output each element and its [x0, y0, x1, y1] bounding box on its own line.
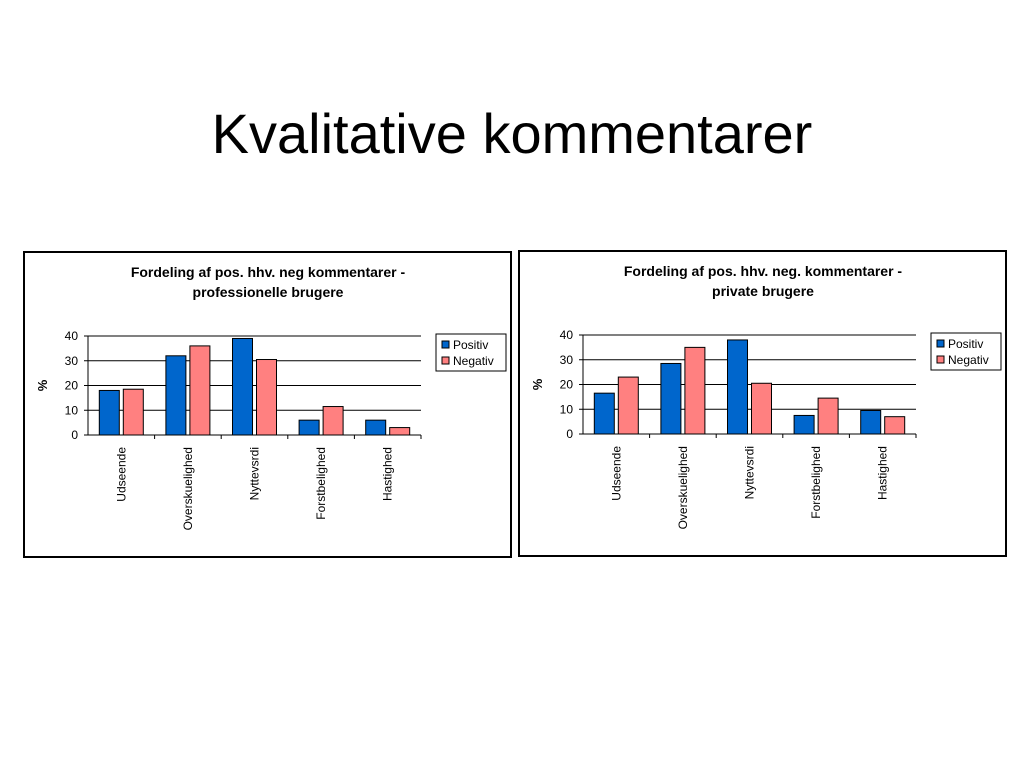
bar-negativ-3: [817, 397, 839, 435]
bar-positiv-2: [727, 339, 748, 435]
bar-positiv-1: [660, 362, 682, 435]
legend-label-negativ: Negativ: [453, 354, 494, 368]
y-tick-label: 0: [71, 428, 78, 442]
bar-positiv-0: [98, 389, 120, 436]
chart-title-line: Fordeling af pos. hhv. neg kommentarer -: [131, 264, 406, 280]
legend-box: [930, 332, 1002, 371]
bar-negativ-1: [684, 346, 706, 435]
legend-box: [435, 333, 507, 372]
legend-label-positiv: Positiv: [453, 338, 488, 352]
y-tick-label: 30: [560, 353, 574, 367]
bar-positiv-4: [860, 409, 882, 435]
bar-positiv-1: [165, 355, 187, 436]
chart-title-line: professionelle brugere: [193, 284, 344, 300]
x-tick-label: Nyttevsrdi: [248, 447, 262, 500]
bar-negativ-3: [322, 406, 344, 436]
x-tick-label: Udseende: [114, 447, 128, 502]
chart-professional-users: Fordeling af pos. hhv. neg kommentarer -…: [23, 251, 512, 558]
bar-positiv-3: [793, 414, 815, 435]
legend-swatch-positiv: [441, 340, 450, 349]
chart-private-users: Fordeling af pos. hhv. neg. kommentarer …: [518, 250, 1007, 557]
chart-title-line: Fordeling af pos. hhv. neg. kommentarer …: [624, 263, 903, 279]
bar-positiv-2: [232, 337, 253, 436]
legend-label-positiv: Positiv: [948, 337, 983, 351]
chart-professional-users-svg: Fordeling af pos. hhv. neg kommentarer -…: [35, 264, 507, 530]
y-tick-label: 20: [65, 379, 79, 393]
y-tick-label: 0: [566, 427, 573, 441]
x-tick-label: Overskuelighed: [181, 447, 195, 530]
y-tick-label: 30: [65, 354, 79, 368]
y-axis-label: %: [35, 379, 50, 391]
bar-negativ-2: [256, 359, 277, 436]
bar-positiv-3: [298, 419, 320, 436]
x-tick-label: Forstbelighed: [314, 447, 328, 520]
bar-negativ-0: [122, 388, 144, 436]
bar-negativ-2: [751, 382, 772, 435]
x-tick-label: Overskuelighed: [676, 446, 690, 529]
x-tick-label: Nyttevsrdi: [743, 446, 757, 499]
y-tick-label: 10: [560, 402, 574, 416]
x-tick-label: Hastighed: [381, 447, 395, 501]
x-tick-label: Forstbelighed: [809, 446, 823, 519]
bar-negativ-1: [189, 345, 211, 436]
bar-negativ-0: [617, 376, 639, 435]
bar-positiv-0: [593, 392, 615, 435]
legend-swatch-negativ: [936, 355, 945, 364]
chart-title-line: private brugere: [712, 283, 814, 299]
y-tick-label: 10: [65, 403, 79, 417]
legend-swatch-positiv: [936, 339, 945, 348]
legend-label-negativ: Negativ: [948, 353, 989, 367]
y-tick-label: 20: [560, 378, 574, 392]
bar-positiv-4: [365, 419, 387, 436]
bar-negativ-4: [884, 416, 906, 435]
y-tick-label: 40: [560, 328, 574, 342]
x-tick-label: Udseende: [609, 446, 623, 501]
legend-swatch-negativ: [441, 356, 450, 365]
slide-title: Kvalitative kommentarer: [211, 102, 813, 165]
y-tick-label: 40: [65, 329, 79, 343]
x-tick-label: Hastighed: [876, 446, 890, 500]
bar-negativ-4: [389, 427, 411, 436]
y-axis-label: %: [530, 378, 545, 390]
chart-private-users-svg: Fordeling af pos. hhv. neg. kommentarer …: [530, 263, 1002, 529]
